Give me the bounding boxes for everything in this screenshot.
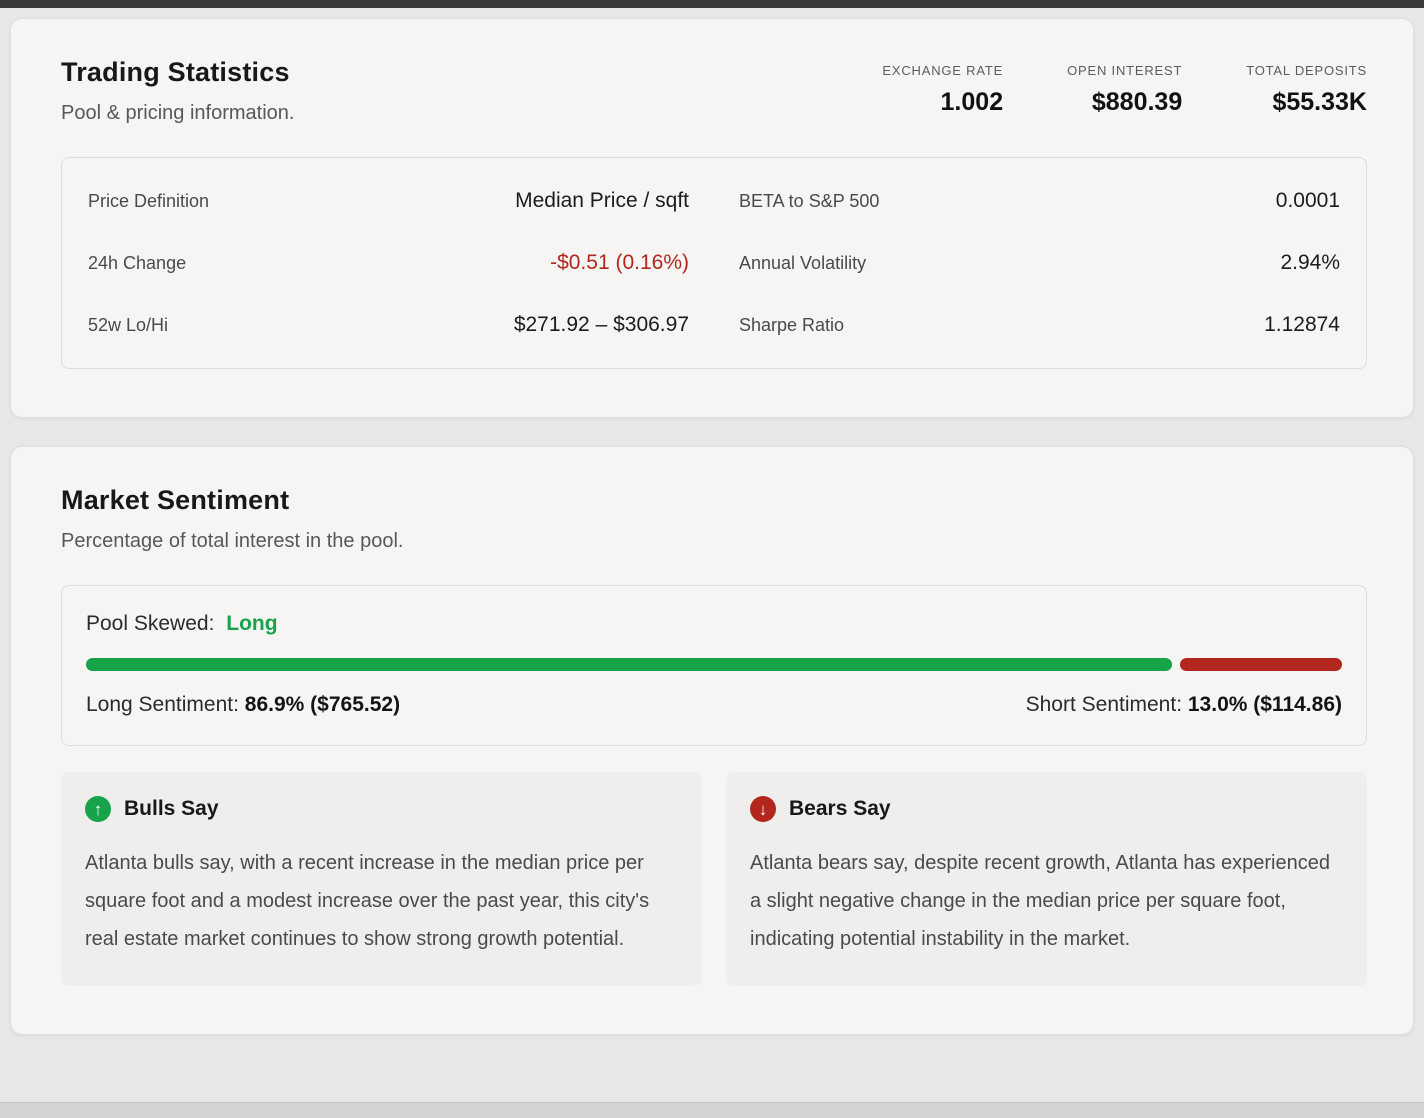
pool-skewed-value: Long — [226, 612, 278, 635]
short-sentiment: Short Sentiment: 13.0% ($114.86) — [1026, 693, 1342, 717]
page-subtitle: Pool & pricing information. — [61, 102, 295, 124]
arrow-down-icon: ↓ — [750, 796, 776, 822]
stat-value-negative: -$0.51 (0.16%) — [550, 251, 689, 274]
page-top-edge — [0, 0, 1424, 8]
bulls-say-title: Bulls Say — [124, 797, 219, 820]
stat-label: BETA to S&P 500 — [739, 190, 880, 211]
stat-value: 1.12874 — [1264, 313, 1340, 336]
stat-label: Price Definition — [88, 190, 210, 211]
pricing-stats-panel: Price Definition Median Price / sqft BET… — [61, 157, 1367, 369]
section-subtitle: Percentage of total interest in the pool… — [61, 530, 404, 552]
long-sentiment-label: Long Sentiment: — [86, 693, 239, 716]
stat-label: 52w Lo/Hi — [88, 314, 169, 335]
section-title: Market Sentiment — [61, 485, 290, 515]
market-sentiment-card: Market Sentiment Percentage of total int… — [10, 446, 1414, 1035]
stat-value: 1.002 — [940, 88, 1004, 116]
long-sentiment: Long Sentiment: 86.9% ($765.52) — [86, 693, 400, 717]
trading-statistics-heading: Trading Statistics Pool & pricing inform… — [61, 57, 294, 125]
stat-24h-change: 24h Change -$0.51 (0.16%) — [88, 232, 689, 294]
stat-total-deposits: TOTAL DEPOSITS $55.33K — [1246, 63, 1367, 117]
stat-value: $271.92 – $306.97 — [513, 313, 689, 336]
stat-label: 24h Change — [88, 252, 187, 273]
long-bar — [86, 658, 1172, 671]
stat-price-definition: Price Definition Median Price / sqft — [88, 170, 689, 232]
sentiment-bar — [86, 658, 1342, 671]
bulls-say-text: Atlanta bulls say, with a recent increas… — [85, 852, 650, 950]
stat-label: Annual Volatility — [739, 252, 867, 273]
stat-52w-lo-hi: 52w Lo/Hi $271.92 – $306.97 — [88, 294, 689, 356]
bears-say-box: ↓ Bears Say Atlanta bears say, despite r… — [726, 772, 1367, 986]
pool-skewed-label: Pool Skewed: — [86, 612, 215, 635]
bulls-say-box: ↑ Bulls Say Atlanta bulls say, with a re… — [61, 772, 702, 986]
bears-say-text: Atlanta bears say, despite recent growth… — [750, 852, 1330, 950]
pool-skew-line: Pool Skewed: Long — [86, 612, 1342, 636]
stats-row: Price Definition Median Price / sqft BET… — [88, 170, 1340, 232]
short-sentiment-label: Short Sentiment: — [1025, 693, 1183, 716]
page-bottom-edge — [0, 1102, 1424, 1118]
trading-statistics-card: Trading Statistics Pool & pricing inform… — [10, 18, 1414, 418]
stat-value: Median Price / sqft — [515, 189, 689, 212]
stat-label: EXCHANGE RATE — [882, 63, 1004, 78]
stat-open-interest: OPEN INTEREST $880.39 — [1067, 63, 1182, 117]
stat-label: OPEN INTEREST — [1067, 63, 1183, 78]
stat-value: 2.94% — [1280, 251, 1340, 274]
stat-value: $55.33K — [1272, 88, 1367, 116]
stat-value: $880.39 — [1091, 88, 1183, 116]
bears-say-title: Bears Say — [789, 797, 891, 820]
stats-row: 24h Change -$0.51 (0.16%) Annual Volatil… — [88, 232, 1340, 294]
arrow-up-icon: ↑ — [85, 796, 111, 822]
stat-label: TOTAL DEPOSITS — [1246, 63, 1367, 78]
stats-row: 52w Lo/Hi $271.92 – $306.97 Sharpe Ratio… — [88, 294, 1340, 356]
long-sentiment-value: 86.9% ($765.52) — [244, 693, 401, 716]
stat-value: 0.0001 — [1275, 189, 1340, 212]
stat-exchange-rate: EXCHANGE RATE 1.002 — [882, 63, 1003, 117]
stat-sharpe-ratio: Sharpe Ratio 1.12874 — [739, 294, 1340, 356]
stat-annual-volatility: Annual Volatility 2.94% — [739, 232, 1340, 294]
stat-label: Sharpe Ratio — [739, 314, 845, 335]
stat-beta: BETA to S&P 500 0.0001 — [739, 170, 1340, 232]
short-sentiment-value: 13.0% ($114.86) — [1187, 693, 1342, 716]
page-title: Trading Statistics — [61, 57, 290, 87]
sentiment-panel: Pool Skewed: Long Long Sentiment: 86.9% … — [61, 585, 1367, 746]
short-bar — [1179, 658, 1342, 671]
header-stats: EXCHANGE RATE 1.002 OPEN INTEREST $880.3… — [882, 57, 1367, 117]
